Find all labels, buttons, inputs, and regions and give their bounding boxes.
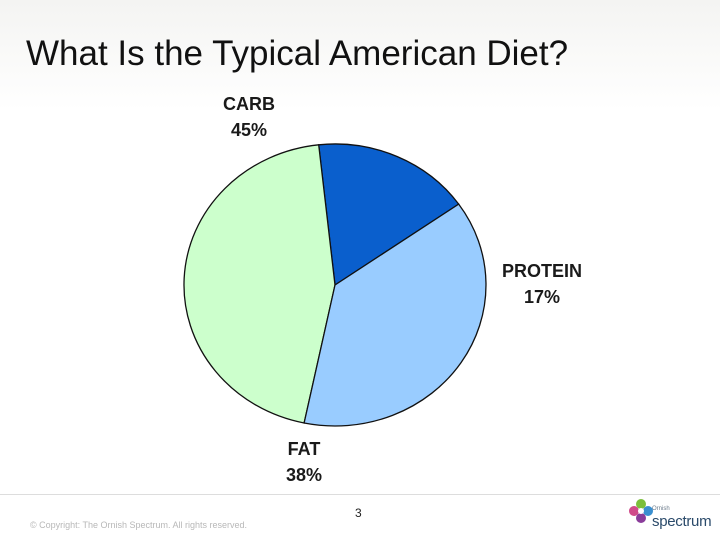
footer-divider [0, 494, 720, 495]
logo-flower-icon [629, 499, 653, 523]
page-number: 3 [355, 506, 362, 520]
slice-label-carb: CARB 45% [223, 91, 275, 143]
carb-label: CARB [223, 94, 275, 114]
slice-label-fat: FAT 38% [286, 436, 322, 488]
spectrum-logo: Ornish spectrum [626, 496, 716, 538]
slice-label-protein: PROTEIN 17% [502, 258, 582, 310]
carb-value-label: 45% [230, 120, 268, 140]
pie-slice-carb [183, 144, 336, 424]
protein-label: PROTEIN [501, 261, 583, 281]
title-background [0, 0, 720, 110]
slide-title: What Is the Typical American Diet? [26, 34, 569, 73]
fat-label: FAT [287, 439, 321, 459]
protein-value-label: 17% [523, 287, 561, 307]
pie-slice-protein [317, 143, 460, 287]
logo-word: spectrum [652, 513, 712, 530]
logo-small-text: Ornish [652, 506, 670, 512]
fat-value-label: 38% [285, 465, 323, 485]
pie-slice-fat [303, 203, 487, 427]
copyright-notice: © Copyright: The Ornish Spectrum. All ri… [30, 520, 248, 530]
